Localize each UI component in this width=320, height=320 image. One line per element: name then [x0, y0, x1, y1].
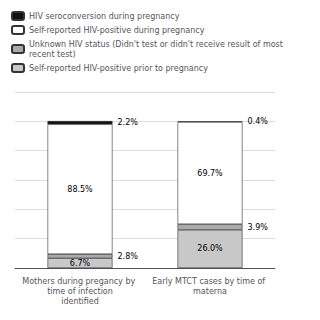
svg-text:88.5%: 88.5%	[67, 185, 93, 194]
svg-text:3.9%: 3.9%	[248, 223, 269, 232]
svg-text:Self-reported HIV-positive pri: Self-reported HIV-positive prior to preg…	[29, 64, 208, 73]
svg-text:HIV seroconversion during preg: HIV seroconversion during pregnancy	[29, 12, 180, 21]
svg-text:recent test): recent test)	[29, 50, 76, 59]
svg-text:Unknown HIV status (Didn't tes: Unknown HIV status (Didn't test or didn'…	[29, 40, 285, 49]
svg-text:2.2%: 2.2%	[118, 118, 139, 127]
svg-text:time of infection: time of infection	[47, 287, 113, 296]
svg-text:26.0%: 26.0%	[197, 244, 223, 253]
svg-text:identified: identified	[61, 297, 99, 306]
svg-text:Mothers during pregancy by: Mothers during pregancy by	[22, 277, 137, 286]
svg-text:materna: materna	[193, 287, 227, 296]
svg-text:Early MTCT cases by time of: Early MTCT cases by time of	[152, 277, 267, 286]
svg-text:Self-reported HIV-positive dur: Self-reported HIV-positive during pregna…	[29, 26, 205, 35]
svg-text:0.4%: 0.4%	[248, 117, 269, 126]
svg-text:69.7%: 69.7%	[197, 169, 223, 178]
svg-text:2.8%: 2.8%	[118, 252, 139, 261]
svg-text:6.7%: 6.7%	[70, 259, 91, 268]
